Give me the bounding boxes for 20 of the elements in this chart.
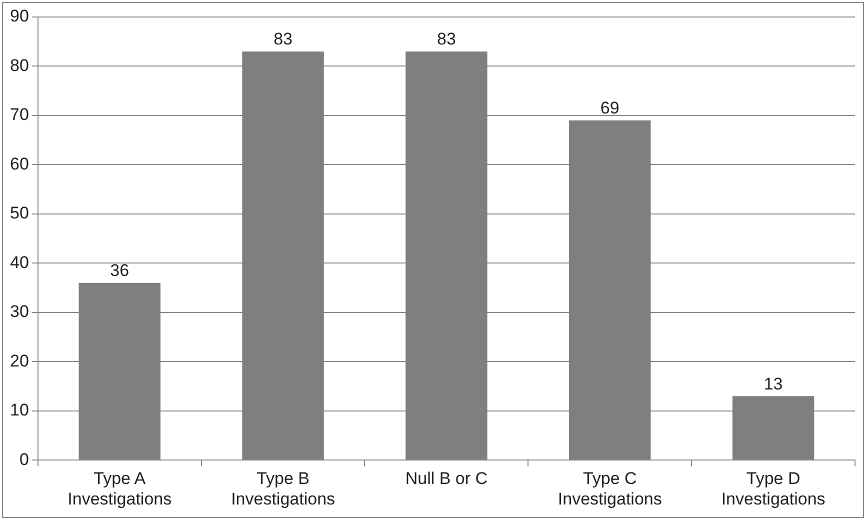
y-tick-label: 40 [10,252,29,272]
y-tick-label: 10 [10,400,29,420]
x-tick-label: Type D Investigations [721,469,826,508]
y-tick-label: 20 [10,351,29,370]
x-tick-label: Type B Investigations [231,469,336,508]
data-label: 36 [110,261,130,280]
x-tick-label: Type A Investigations [68,469,172,508]
data-label: 69 [600,98,620,118]
y-tick-label: 50 [10,204,29,223]
y-tick-label: 80 [10,56,29,75]
data-label: 83 [274,30,292,49]
x-tick-label: Null B or C [405,469,488,488]
y-tick-label: 60 [10,154,29,174]
y-tick-label: 0 [19,450,29,469]
x-tick-label: Type C Investigations [558,469,662,508]
data-label: 13 [764,374,783,394]
y-tick-label: 70 [10,105,29,124]
data-label: 83 [436,30,456,49]
y-tick-label: 90 [10,6,29,26]
y-tick-label: 30 [10,302,29,322]
